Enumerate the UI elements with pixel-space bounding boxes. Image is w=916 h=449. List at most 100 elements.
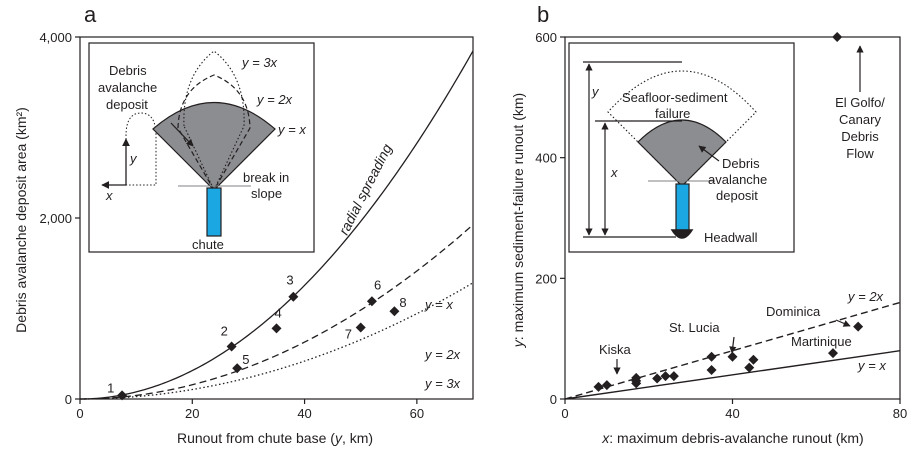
panel-a-x-tick-label: 0 (76, 406, 83, 421)
panel-b-point (601, 380, 612, 391)
panel-b-point (706, 351, 717, 362)
panel-b-point (744, 362, 755, 373)
panel-b-line-2 (564, 301, 901, 400)
panel-b-y-tick-label: 0 (550, 392, 557, 407)
panel-a-point-label: 5 (242, 352, 249, 367)
panel-b-point (748, 354, 759, 365)
panel-a-x-tick-label: 60 (410, 406, 424, 421)
inset-break-label-1: break in (243, 170, 289, 185)
panel-a-curve-label: y = x (424, 297, 453, 312)
inset-break-label-2: slope (251, 186, 282, 201)
panel-a-point-label: 1 (107, 380, 114, 395)
inset-headwall-label: Headwall (704, 230, 758, 245)
panel-a-point-label: 2 (221, 324, 228, 339)
annotation-martinique: Martinique (791, 334, 852, 349)
panel-a-point (355, 322, 366, 333)
panel-b-point (631, 372, 642, 383)
panel-b-x-tick-label: 80 (893, 406, 907, 421)
panel-a-point-label: 6 (374, 277, 381, 292)
panel-b-point (652, 373, 663, 384)
panel-a-y-tick-label: 2,000 (39, 211, 72, 226)
inset-arc-2x-label: y = 2x (256, 92, 293, 107)
inset-failure-label-1: Seafloor-sediment (622, 90, 728, 105)
panel-b-inset: y x Seafloor-sediment failure Debris ava… (568, 42, 795, 253)
inset-b-deposit-label-2: avalanche (708, 172, 767, 187)
st-lucia-arrow (729, 336, 737, 354)
panel-a-y-tick-label: 4,000 (39, 30, 72, 45)
panel-b-y-tick-label: 200 (535, 271, 557, 286)
panel-a-curves: y = x y = 2x y = 3x (79, 50, 474, 400)
panel-b-axes: 0 40 80 0 200 400 600 (535, 30, 907, 421)
inset-failure-label-2: failure (655, 106, 690, 121)
panel-a-curve-label: y = 3x (424, 376, 461, 391)
el-golfo-label-1: El Golfo/ (835, 95, 885, 110)
panel-a-points: 1 2 3 4 5 6 7 8 (107, 273, 407, 401)
panel-b-point (727, 351, 738, 362)
panel-a-point (389, 306, 400, 317)
panel-b-annotations: El Golfo/ Canary Debris Flow Kiska St. L… (599, 45, 885, 375)
panel-a-point-label: 3 (286, 273, 293, 288)
panel-a-x-tick-label: 20 (185, 406, 199, 421)
panel-b-point (828, 348, 838, 359)
inset-arc-3x (183, 50, 245, 192)
panel-a-x-tick-label: 40 (297, 406, 311, 421)
inset-b-deposit-label-3: deposit (716, 188, 758, 203)
panel-b-line-1 (564, 350, 901, 400)
inset-deposit-arrow (170, 122, 194, 147)
inset-b-dim-x-label: x (610, 165, 618, 180)
inset-deposit-label-1: Debris (109, 63, 147, 78)
inset-axis-x-label: x (105, 188, 113, 203)
panel-a-point-label: 8 (399, 295, 406, 310)
panel-b-point (668, 371, 679, 382)
annotation-kiska: Kiska (599, 342, 632, 357)
panel-a-point (366, 296, 377, 307)
panel-b-points (593, 32, 864, 392)
panel-a-curve-label: y = 2x (424, 347, 461, 362)
panel-a-curve-annotation: radial spreading (335, 141, 395, 237)
panel-b: b y = x y = 2x y x Seafloor-sediment fail… (510, 2, 907, 446)
panel-b-point (593, 381, 604, 392)
inset-b-dim-y-label: y (591, 84, 600, 99)
panel-a-point-label: 4 (275, 305, 282, 320)
inset-b-fan (637, 119, 727, 187)
panel-b-letter: b (537, 2, 549, 27)
panel-a: a y = x y = 2x y = 3x y x Debris avalanche… (13, 2, 474, 446)
inset-arc-3x-label: y = 3x (241, 55, 278, 70)
el-golfo-label-3: Debris (841, 129, 879, 144)
panel-b-ylabel: y: maximum sediment-failure runout (km) (510, 93, 526, 348)
panel-a-point (288, 291, 299, 302)
panel-a-y-tick-label: 0 (65, 392, 72, 407)
inset-headwall (670, 229, 694, 239)
panel-b-point (706, 365, 717, 376)
panel-a-curve-2 (79, 224, 474, 400)
panel-b-x-tick-label: 0 (561, 406, 568, 421)
panel-a-letter: a (84, 2, 97, 27)
panel-a-point (271, 323, 282, 334)
inset-b-deposit-label-1: Debris (722, 156, 760, 171)
inset-chute (206, 187, 222, 237)
inset-deposit-label-2: avalanche (98, 80, 157, 95)
panel-a-curve-1 (79, 50, 474, 400)
panel-a-point (117, 390, 128, 401)
inset-b-deposit-arrow (698, 145, 720, 162)
panel-b-y-tick-label: 600 (535, 30, 557, 45)
panel-a-point-label: 7 (345, 327, 352, 342)
el-golfo-label-4: Flow (846, 146, 874, 161)
panel-b-lines: y = x y = 2x (564, 289, 901, 400)
panel-b-line-label: y = 2x (847, 289, 884, 304)
inset-deposit-label-3: deposit (106, 97, 148, 112)
panel-b-point (660, 371, 671, 382)
inset-axis-y-label: y (129, 151, 138, 166)
panel-a-ylabel: Debris avalanche deposit area (km²) (13, 107, 29, 333)
panel-b-xlabel: x: maximum debris-avalanche runout (km) (601, 430, 863, 446)
dominica-arrow (835, 319, 851, 327)
panel-a-inset: y x Debris avalanche deposit y = 3x y = … (88, 42, 315, 253)
panel-a-point (226, 341, 237, 352)
inset-arc-2x (177, 74, 251, 192)
el-golfo-label-2: Canary (839, 112, 881, 127)
panel-a-curve-3 (79, 282, 474, 400)
inset-b-chute (675, 183, 690, 231)
panel-a-axes: 0 20 40 60 0 2,000 4,000 (39, 30, 474, 421)
annotation-dominica: Dominica (766, 304, 821, 319)
